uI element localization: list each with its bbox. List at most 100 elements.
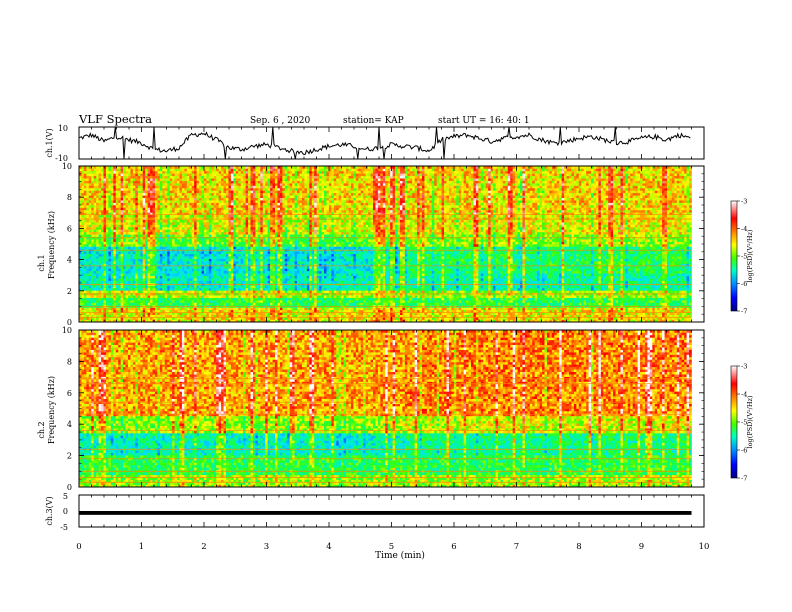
spectrogram-cell (576, 317, 580, 320)
spectrogram-cell (635, 278, 638, 281)
spectrogram-cell (649, 275, 653, 279)
spectrogram-cell (517, 300, 521, 303)
spectrogram-cell (488, 287, 491, 291)
spectrogram-cell (667, 287, 670, 291)
spectrogram-cell (473, 287, 477, 291)
spectrogram-cell (228, 278, 232, 281)
spectrogram-cell (150, 275, 153, 279)
spectrogram-cell (586, 278, 589, 281)
spectrogram-cell (480, 307, 484, 311)
spectrogram-cell (490, 275, 494, 279)
spectrogram-cell (534, 280, 538, 284)
spectrogram-cell (328, 285, 332, 289)
spectrogram-cell (125, 312, 129, 315)
spectrogram-cell (630, 319, 633, 323)
spectrogram-cell (613, 300, 616, 303)
spectrogram-cell (230, 307, 234, 311)
spectrogram-cell (370, 278, 374, 281)
spectrogram-cell (272, 312, 276, 315)
spectrogram-cell (196, 290, 200, 294)
spectrogram-cell (336, 295, 339, 298)
spectrogram-cell (201, 319, 205, 323)
spectrogram-cell (83, 290, 87, 294)
spectrogram-cell (299, 300, 303, 303)
spectrogram-cell (684, 285, 687, 289)
spectrogram-cell (632, 275, 636, 279)
spectrogram-cell (321, 307, 325, 311)
spectrogram-cell (542, 297, 545, 301)
spectrogram-cell (316, 290, 320, 294)
spectrogram-cell (554, 285, 558, 289)
spectrogram-cell (375, 273, 379, 276)
spectrogram-cell (275, 307, 278, 311)
spectrogram-cell (505, 312, 509, 315)
spectrogram-cell (86, 290, 90, 294)
spectrogram-cell (304, 278, 308, 281)
spectrogram-cell (309, 319, 313, 323)
spectrogram-cell (128, 309, 131, 313)
spectrogram-cell (439, 280, 442, 284)
spectrogram-cell (333, 278, 337, 281)
spectrogram-cell (336, 278, 339, 281)
spectrogram-cell (622, 314, 626, 318)
spectrogram-cell (201, 273, 205, 276)
spectrogram-cell (659, 287, 663, 291)
spectrogram-cell (326, 285, 330, 289)
spectrogram-cell (228, 285, 232, 289)
spectrogram-cell (493, 285, 496, 289)
spectrogram-cell (223, 275, 227, 279)
spectrogram-cell (250, 290, 254, 294)
spectrogram-cell (181, 297, 185, 301)
spectrogram-cell (346, 280, 349, 284)
spectrogram-cell (275, 273, 278, 276)
spectrogram-cell (101, 307, 104, 311)
spectrogram-cell (199, 307, 202, 311)
spectrogram-cell (203, 309, 207, 313)
spectrogram-cell (581, 280, 584, 284)
spectrogram-cell (561, 280, 565, 284)
spectrogram-cell (441, 275, 445, 279)
spectrogram-cell (152, 300, 156, 303)
spectrogram-cell (502, 302, 506, 306)
spectrogram-cell (392, 285, 396, 289)
spectrogram-cell (355, 309, 359, 313)
spectrogram-cell (598, 280, 602, 284)
spectrogram-cell (213, 300, 217, 303)
spectrogram-cell (664, 275, 668, 279)
spectrogram-cell (588, 314, 592, 318)
spectrogram-cell (551, 319, 555, 323)
spectrogram-cell (622, 278, 626, 281)
spectrogram-cell (152, 285, 156, 289)
spectrogram-cell (426, 317, 430, 320)
spectrogram-cell (387, 290, 391, 294)
spectrogram-cell (338, 275, 342, 279)
spectrogram-cell (88, 300, 92, 303)
spectrogram-cell (150, 312, 153, 315)
spectrogram-cell (319, 290, 322, 294)
spectrogram-cell (147, 317, 151, 320)
spectrogram-cell (588, 287, 592, 291)
spectrogram-cell (221, 290, 224, 294)
spectrogram-cell (426, 312, 430, 315)
spectrogram-cell (573, 287, 577, 291)
spectrogram-cell (681, 317, 685, 320)
spectrogram-cell (373, 290, 376, 294)
spectrogram-cell (223, 285, 227, 289)
spectrogram-cell (186, 290, 190, 294)
spectrogram-cell (392, 314, 396, 318)
spectrogram-cell (319, 302, 322, 306)
spectrogram-cell (632, 302, 636, 306)
spectrogram-cell (275, 319, 278, 323)
spectrogram-cell (539, 295, 543, 298)
spectrogram-cell (341, 312, 344, 315)
spectrogram-cell (649, 309, 653, 313)
spectrogram-cell (86, 309, 90, 313)
spectrogram-cell (625, 319, 629, 323)
spectrogram-cell (505, 287, 509, 291)
spectrogram-cell (640, 295, 643, 298)
spectrogram-cell (181, 285, 185, 289)
spectrogram-cell (199, 302, 202, 306)
spectrogram-cell (659, 307, 663, 311)
spectrogram-cell (603, 309, 607, 313)
spectrogram-cell (615, 297, 619, 301)
